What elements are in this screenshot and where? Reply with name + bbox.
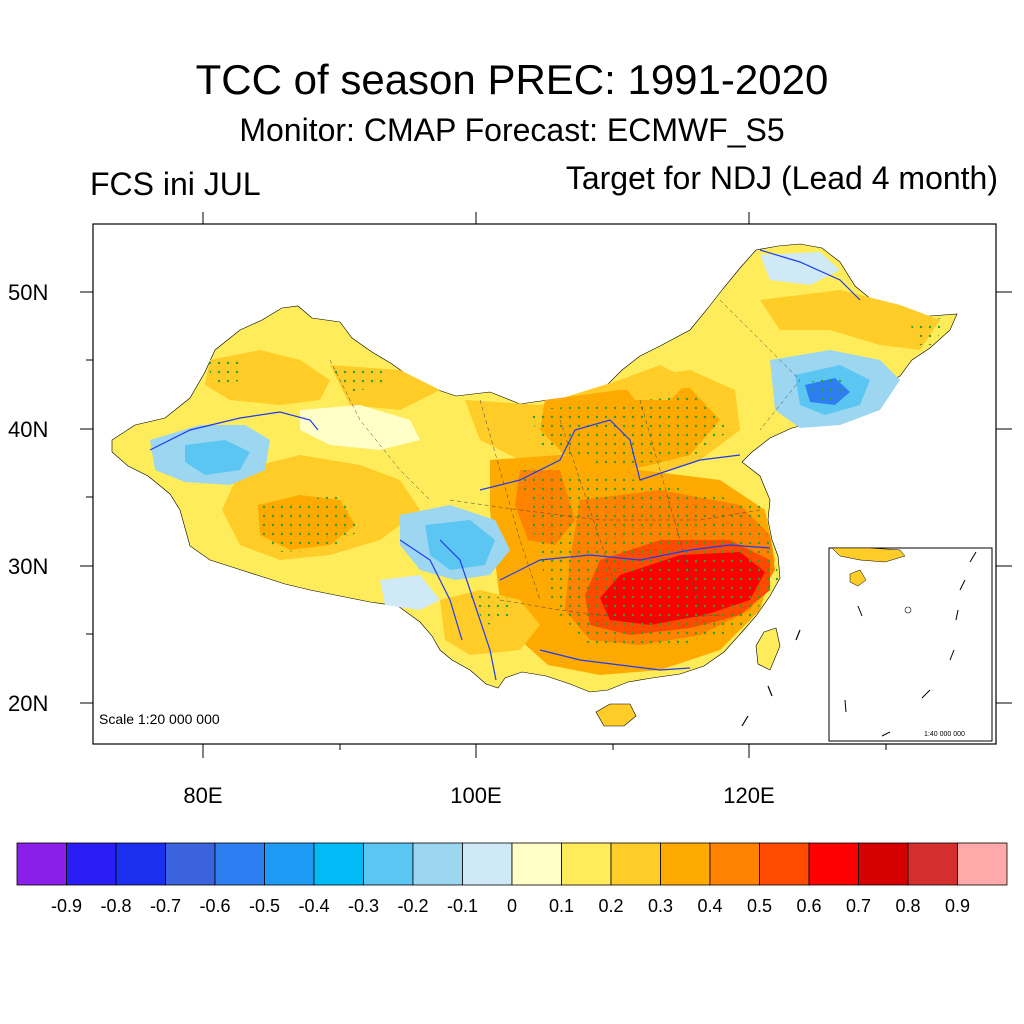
- legend-swatch: [462, 842, 513, 886]
- legend-label: 0.1: [548, 896, 575, 916]
- lon-label-120e: 120E: [723, 783, 775, 808]
- map-title: TCC of season PREC: 1991-2020: [195, 56, 829, 103]
- lon-label-100e: 100E: [450, 783, 502, 808]
- taiwan-island: [755, 627, 781, 671]
- legend-swatch: [66, 842, 117, 886]
- legend-label: 0.7: [845, 896, 872, 916]
- target-label: Target for NDJ (Lead 4 month): [565, 160, 998, 196]
- legend-swatch: [561, 842, 612, 886]
- axis-ticks: [80, 212, 1012, 758]
- legend-label: -0.1: [446, 896, 479, 916]
- legend-swatch: [511, 842, 562, 886]
- legend-label: 0.2: [598, 896, 624, 916]
- legend-swatch: [363, 842, 414, 886]
- legend-swatch: [858, 842, 909, 886]
- legend-label: 0.4: [697, 896, 723, 916]
- legend-swatch: [709, 842, 760, 886]
- legend-label: -0.6: [199, 896, 231, 916]
- legend-swatch: [907, 842, 958, 886]
- south-china-sea-inset: [828, 547, 993, 742]
- map-subtitle: Monitor: CMAP Forecast: ECMWF_S5: [239, 112, 785, 148]
- lat-label-20n: 20N: [8, 691, 49, 716]
- legend-label: 0.9: [944, 896, 971, 916]
- legend-swatch: [957, 842, 1008, 886]
- legend-label: -0.8: [100, 896, 132, 916]
- legend-swatch: [264, 842, 315, 886]
- legend-label: -0.2: [397, 896, 429, 916]
- legend-swatch: [214, 842, 265, 886]
- legend-label: 0.3: [647, 896, 674, 916]
- color-legend: [16, 842, 1008, 886]
- legend-label: -0.5: [248, 896, 281, 916]
- legend-label: 0.5: [746, 896, 773, 916]
- inset-scale-text: 1:40 000 000: [924, 731, 965, 738]
- legend-swatch: [115, 842, 166, 886]
- significance-stippling: [205, 318, 945, 650]
- legend-swatch: [313, 842, 364, 886]
- lat-label-50n: 50N: [8, 280, 49, 305]
- scale-text: Scale 1:20 000 000: [99, 711, 220, 727]
- legend-label: -0.4: [298, 896, 330, 916]
- hainan-island: [595, 703, 637, 727]
- lon-label-80e: 80E: [183, 783, 223, 808]
- legend-swatch: [16, 842, 67, 886]
- legend-label: -0.3: [347, 896, 380, 916]
- legend-label: 0: [506, 896, 517, 916]
- legend-swatch: [759, 842, 810, 886]
- legend-swatch: [808, 842, 859, 886]
- province-borders: [329, 299, 801, 621]
- lat-label-30n: 30N: [8, 554, 49, 579]
- legend-label: -0.7: [149, 896, 182, 916]
- legend-label: 0.6: [796, 896, 822, 916]
- sea-boundary-dashes: [741, 629, 801, 727]
- rivers: [149, 249, 861, 681]
- legend-label: 0.8: [895, 896, 921, 916]
- legend-swatch: [165, 842, 216, 886]
- lat-label-40n: 40N: [8, 417, 49, 442]
- init-label: FCS ini JUL: [90, 166, 261, 202]
- legend-swatch: [412, 842, 463, 886]
- legend-swatch: [610, 842, 661, 886]
- legend-label: -0.9: [50, 896, 83, 916]
- legend-swatch: [660, 842, 711, 886]
